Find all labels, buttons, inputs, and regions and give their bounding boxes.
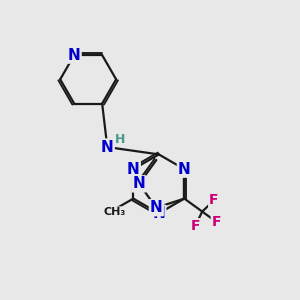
Text: N: N — [150, 200, 163, 215]
Text: N: N — [178, 162, 191, 177]
Text: N: N — [152, 206, 165, 221]
Text: N: N — [127, 162, 140, 177]
Text: F: F — [209, 194, 219, 207]
Text: F: F — [190, 219, 200, 233]
Text: N: N — [68, 48, 81, 63]
Text: N: N — [133, 176, 146, 191]
Text: CH₃: CH₃ — [103, 207, 125, 217]
Text: H: H — [115, 133, 125, 146]
Text: F: F — [212, 215, 221, 229]
Text: N: N — [101, 140, 114, 154]
